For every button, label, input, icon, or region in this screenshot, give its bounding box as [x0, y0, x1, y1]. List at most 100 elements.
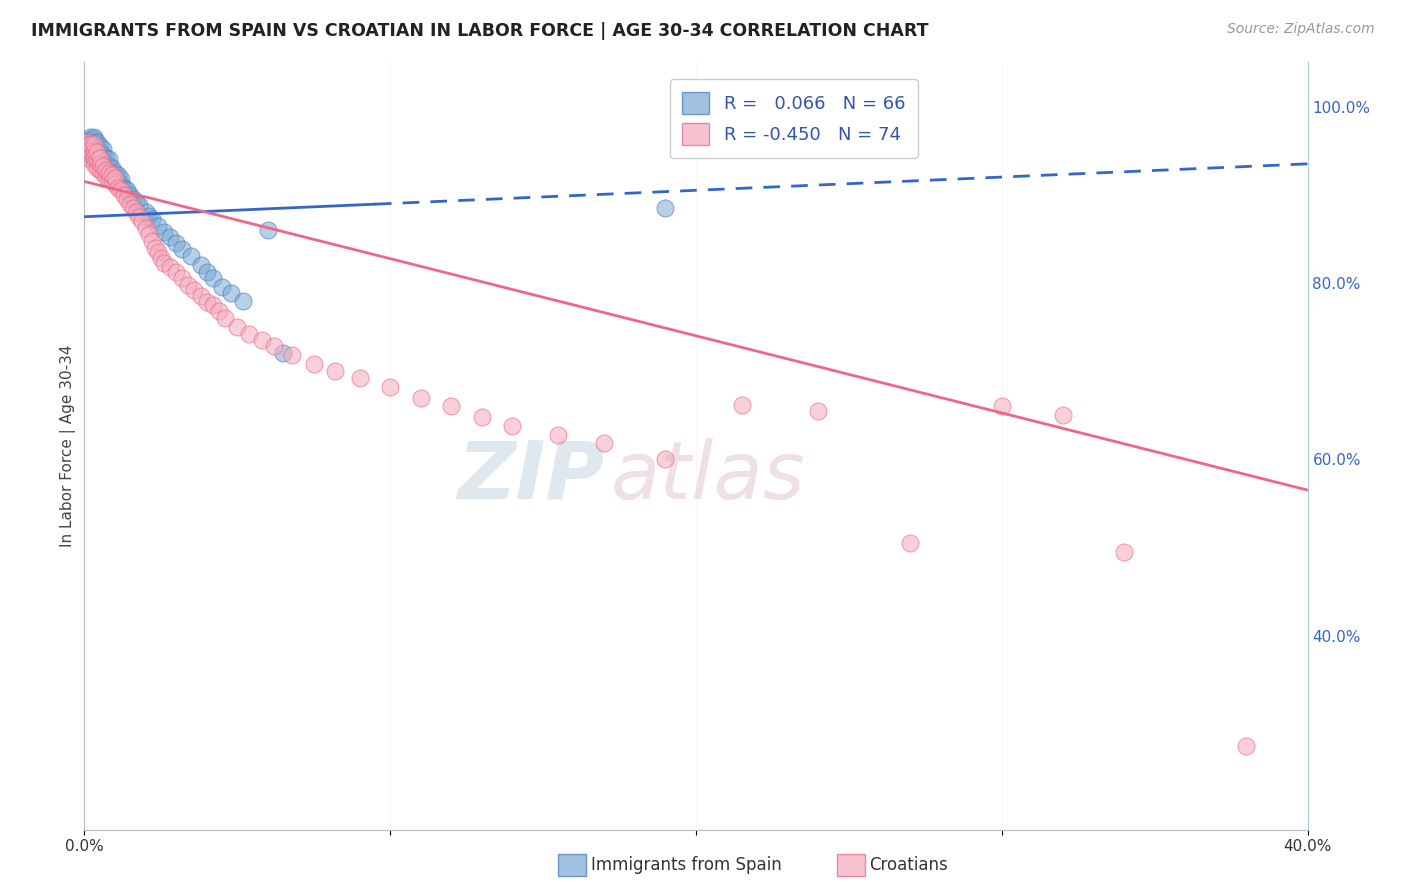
Point — [547, 427, 569, 442]
Point — [128, 210, 150, 224]
Point — [195, 295, 218, 310]
Point — [91, 154, 114, 169]
Y-axis label: In Labor Force | Age 30-34: In Labor Force | Age 30-34 — [60, 344, 76, 548]
Point — [190, 289, 212, 303]
Point — [83, 144, 105, 158]
Point — [898, 536, 921, 550]
Point — [86, 154, 108, 169]
Point — [177, 277, 200, 292]
Point — [91, 142, 114, 156]
Point — [91, 166, 114, 180]
Point — [83, 153, 105, 167]
Point — [232, 293, 254, 308]
Point — [302, 357, 325, 371]
Point — [101, 169, 124, 183]
Point — [122, 192, 145, 206]
Point — [91, 161, 114, 176]
Point — [219, 286, 242, 301]
Point — [112, 187, 135, 202]
Point — [991, 400, 1014, 414]
Point — [112, 180, 135, 194]
Point — [76, 135, 98, 149]
Point — [110, 177, 132, 191]
Point — [195, 265, 218, 279]
Point — [502, 418, 524, 433]
Point — [83, 157, 105, 171]
Point — [110, 171, 132, 186]
Point — [257, 223, 280, 237]
Point — [94, 163, 117, 178]
Point — [183, 283, 205, 297]
Point — [94, 163, 117, 178]
Point — [409, 391, 432, 405]
Point — [107, 174, 129, 188]
Text: Source: ZipAtlas.com: Source: ZipAtlas.com — [1227, 22, 1375, 37]
Point — [153, 256, 176, 270]
Point — [86, 153, 108, 167]
Point — [226, 320, 249, 334]
Point — [89, 157, 111, 171]
Point — [141, 234, 163, 248]
Point — [149, 251, 172, 265]
Point — [172, 271, 194, 285]
Point — [97, 166, 120, 180]
Text: ZIP: ZIP — [457, 438, 605, 516]
Point — [807, 403, 830, 417]
Point — [172, 243, 194, 257]
Point — [86, 139, 108, 153]
Point — [125, 205, 148, 219]
Point — [110, 183, 132, 197]
Point — [380, 380, 402, 394]
Point — [79, 136, 101, 151]
Point — [654, 452, 676, 467]
Point — [238, 326, 260, 341]
Point — [135, 205, 157, 219]
Point — [76, 139, 98, 153]
Point — [128, 198, 150, 212]
Point — [146, 219, 169, 233]
Point — [94, 151, 117, 165]
Point — [83, 144, 105, 158]
Point — [471, 409, 494, 424]
Point — [89, 157, 111, 171]
Point — [94, 170, 117, 185]
Point — [104, 170, 127, 185]
Point — [138, 209, 160, 223]
Point — [89, 151, 111, 165]
Point — [83, 139, 105, 153]
Point — [79, 144, 101, 158]
Point — [281, 348, 304, 362]
Point — [180, 249, 202, 263]
Point — [263, 339, 285, 353]
Point — [104, 177, 127, 191]
Point — [1114, 545, 1136, 559]
Point — [79, 133, 101, 147]
Point — [440, 400, 463, 414]
Point — [115, 183, 138, 197]
Point — [83, 132, 105, 146]
Point — [107, 169, 129, 183]
Point — [208, 304, 231, 318]
Point — [79, 130, 101, 145]
Point — [349, 371, 371, 385]
Point — [86, 145, 108, 160]
Point — [97, 166, 120, 180]
Legend: R =   0.066   N = 66, R = -0.450   N = 74: R = 0.066 N = 66, R = -0.450 N = 74 — [669, 79, 918, 158]
Point — [83, 130, 105, 145]
Point — [89, 145, 111, 160]
Point — [104, 166, 127, 180]
Point — [86, 135, 108, 149]
Point — [120, 196, 142, 211]
Point — [76, 133, 98, 147]
Text: Immigrants from Spain: Immigrants from Spain — [591, 856, 782, 874]
Point — [89, 153, 111, 167]
Point — [135, 221, 157, 235]
Point — [131, 214, 153, 228]
Point — [159, 230, 181, 244]
Point — [141, 212, 163, 227]
Point — [654, 201, 676, 215]
Point — [101, 174, 124, 188]
Point — [101, 169, 124, 183]
Point — [159, 260, 181, 274]
Point — [83, 136, 105, 151]
